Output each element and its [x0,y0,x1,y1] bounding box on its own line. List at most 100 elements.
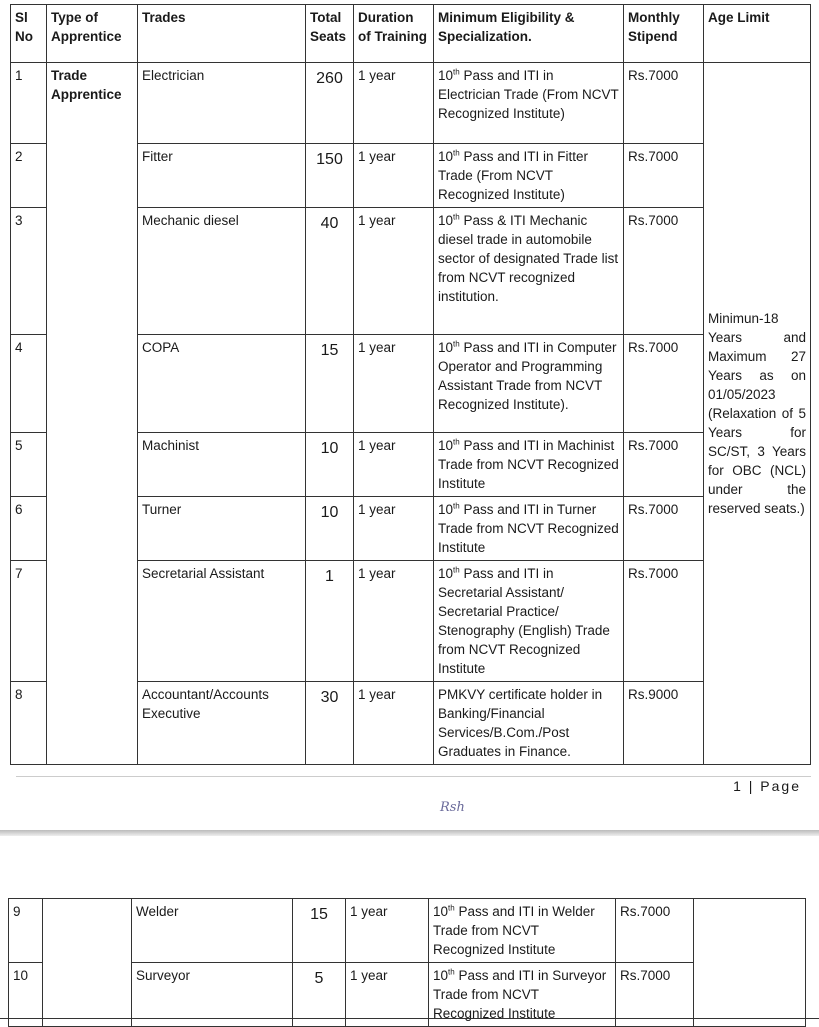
eligibility-text: th [453,339,460,349]
age-limit-cell [693,898,806,1027]
eligibility-cell: 10th Pass and ITI in Secretarial Assista… [433,560,624,682]
eligibility-cell: 10th Pass and ITI in Electrician Trade (… [433,62,624,144]
duration-cell: 1 year [353,496,434,561]
eligibility-text: Pass and ITI in Surveyor Trade from NCVT… [433,968,607,1021]
apprentice-table-continued: 9 Welder 15 1 year 10th Pass and ITI in Weld… [8,898,806,1027]
page-break [0,830,819,836]
eligibility-text: th [453,501,460,511]
stipend-cell: Rs.7000 [623,334,704,433]
type-cell: Trade Apprentice [46,62,138,765]
stipend-cell: Rs.9000 [623,681,704,765]
header-stipend: Monthly Stipend [623,4,704,63]
eligibility-text: 10 [438,213,454,228]
eligibility-text: 10 [438,68,454,83]
sl-no-cell: 5 [10,432,47,497]
eligibility-cell: 10th Pass and ITI in Machinist Trade fro… [433,432,624,497]
eligibility-text: th [453,212,460,222]
sl-no-cell: 4 [10,334,47,433]
seats-cell: 260 [305,62,354,144]
sl-no-cell: 3 [10,207,47,335]
eligibility-text: 10 [438,149,454,164]
eligibility-cell: 10th Pass & ITI Mechanic diesel trade in… [433,207,624,335]
table-row: 1 Trade Apprentice Electrician 260 1 year 10t… [10,62,811,765]
seats-cell: 10 [305,432,354,497]
table-row: 3 Mechanic diesel 40 1 year 10th Pass & ITI … [10,207,811,335]
eligibility-cell: 10th Pass and ITI in Surveyor Trade from… [428,962,616,1027]
header-age-limit: Age Limit [703,4,811,63]
stipend-cell: Rs.7000 [623,496,704,561]
sl-no-cell: 2 [10,143,47,208]
age-limit-cell: Minimun-18 Years and Maximum 27 Years as… [703,62,811,765]
stipend-cell: Rs.7000 [623,62,704,144]
trade-cell: Welder [131,898,293,963]
eligibility-text: th [448,903,455,913]
eligibility-text: Pass and ITI in Fitter Trade (From NCVT … [438,149,588,202]
eligibility-cell: 10th Pass and ITI in Welder Trade from N… [428,898,616,963]
header-eligibility: Minimum Eligibility & Specialization. [433,4,624,63]
trade-cell: Mechanic diesel [137,207,306,335]
page-number: 1 | Page [733,778,801,794]
eligibility-cell: 10th Pass and ITI in Turner Trade from N… [433,496,624,561]
sl-no-cell: 6 [10,496,47,561]
next-header-cut [0,1018,819,1025]
seats-cell: 15 [305,334,354,433]
duration-cell: 1 year [353,143,434,208]
sl-no-cell: 10 [8,962,43,1027]
sl-no-cell: 8 [10,681,47,765]
header-sl-no: Sl No [10,4,47,63]
seats-cell: 150 [305,143,354,208]
header-duration: Duration of Training [353,4,434,63]
table-row: 6 Turner 10 1 year 10th Pass and ITI in Turn… [10,496,811,561]
eligibility-text: th [448,967,455,977]
seats-cell: 5 [292,962,346,1027]
duration-cell: 1 year [353,62,434,144]
eligibility-text: th [453,565,460,575]
table-row: 10 Surveyor 5 1 year 10th Pass and ITI in Su… [8,962,806,1027]
eligibility-text: Pass and ITI in Machinist Trade from NCV… [438,438,619,491]
duration-cell: 1 year [345,962,429,1027]
duration-cell: 1 year [353,432,434,497]
type-cell [42,898,132,1027]
seats-cell: 30 [305,681,354,765]
eligibility-text: Pass and ITI in Welder Trade from NCVT R… [433,904,595,957]
header-total-seats: Total Seats [305,4,354,63]
eligibility-text: th [453,67,460,77]
eligibility-cell: 10th Pass and ITI in Fitter Trade (From … [433,143,624,208]
table-row: 8 Accountant/Accounts Executive 30 1 year PM… [10,681,811,765]
eligibility-text: Pass and ITI in Turner Trade from NCVT R… [438,502,619,555]
stipend-cell: Rs.7000 [623,560,704,682]
duration-cell: 1 year [353,207,434,335]
trade-cell: Electrician [137,62,306,144]
table-header-row: Sl No Type of Apprentice Trades Total Seats… [10,4,811,63]
table-row: 4 COPA 15 1 year 10th Pass and ITI in Comput… [10,334,811,433]
trade-cell: COPA [137,334,306,433]
duration-cell: 1 year [353,560,434,682]
eligibility-text: 10 [433,904,449,919]
eligibility-text: th [453,148,460,158]
stipend-cell: Rs.7000 [623,143,704,208]
footer-rule [16,776,811,777]
eligibility-text: th [453,437,460,447]
eligibility-text: PMKVY certificate holder in Banking/Fina… [438,687,603,759]
stipend-cell: Rs.7000 [615,962,694,1027]
eligibility-text: 10 [433,968,449,983]
eligibility-text: Pass and ITI in Secretarial Assistant/ S… [438,566,610,676]
eligibility-text: Pass and ITI in Computer Operator and Pr… [438,340,617,412]
table-row: 7 Secretarial Assistant 1 1 year 10th Pass a… [10,560,811,682]
seats-cell: 40 [305,207,354,335]
trade-cell: Surveyor [131,962,293,1027]
apprentice-table: Sl No Type of Apprentice Trades Total Seats… [10,4,811,765]
table-row: 2 Fitter 150 1 year 10th Pass and ITI in Fit… [10,143,811,208]
eligibility-text: 10 [438,502,454,517]
stipend-cell: Rs.7000 [615,898,694,963]
duration-cell: 1 year [353,334,434,433]
sl-no-cell: 7 [10,560,47,682]
eligibility-text: 10 [438,340,454,355]
eligibility-text: 10 [438,566,454,581]
sl-no-cell: 1 [10,62,47,144]
stipend-cell: Rs.7000 [623,432,704,497]
table-row: 9 Welder 15 1 year 10th Pass and ITI in Weld… [8,898,806,1027]
duration-cell: 1 year [345,898,429,963]
trade-cell: Machinist [137,432,306,497]
seats-cell: 10 [305,496,354,561]
